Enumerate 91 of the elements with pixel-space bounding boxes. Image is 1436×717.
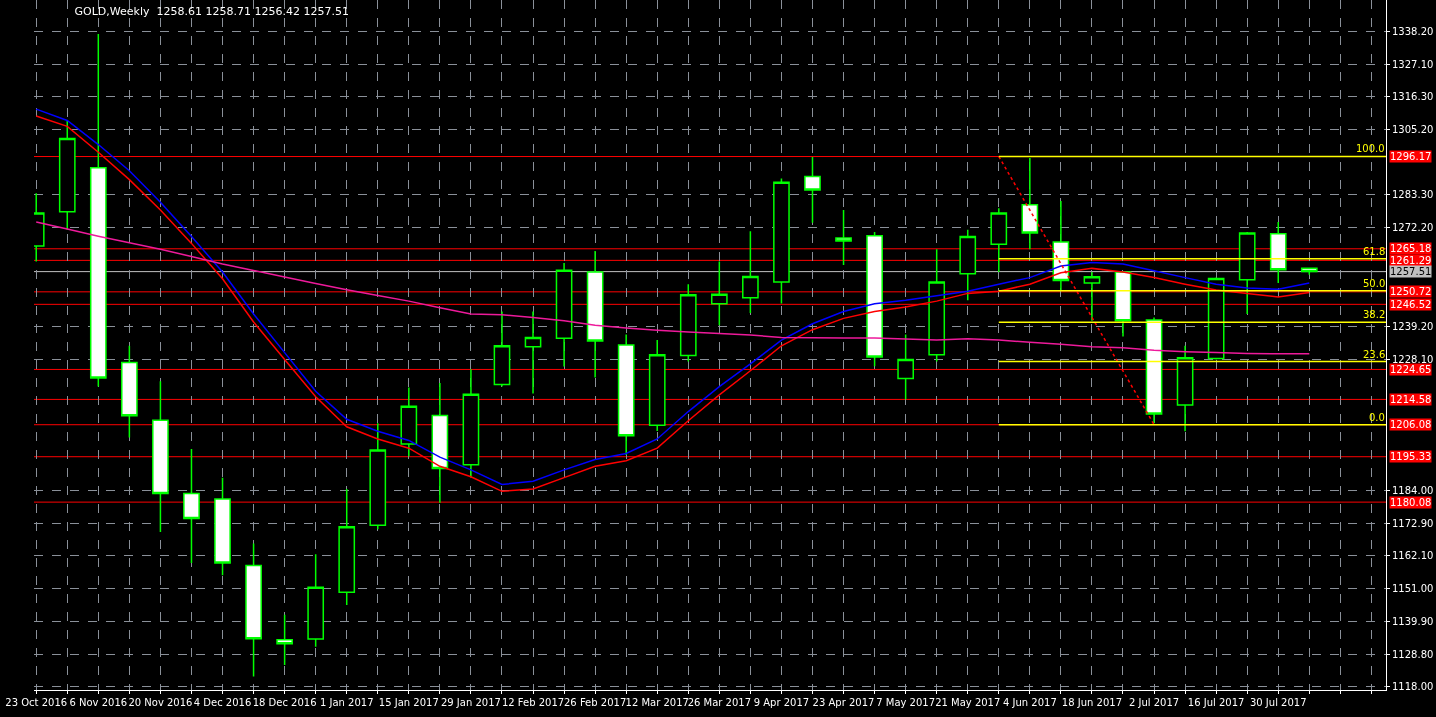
candlestick — [338, 488, 356, 606]
ref-line-label: 1246.52 — [1390, 299, 1432, 310]
candlestick — [214, 476, 231, 577]
x-tick-label: 12 Mar 2017 — [625, 697, 689, 708]
x-tick-label: 6 Nov 2016 — [69, 697, 128, 708]
x-tick-label: 23 Apr 2017 — [812, 697, 875, 708]
candlestick — [1269, 221, 1287, 284]
candlestick — [524, 310, 542, 395]
candlestick — [462, 368, 480, 479]
y-tick-label: 1272.20 — [1392, 222, 1434, 234]
x-tick-label: 4 Dec 2016 — [193, 697, 252, 708]
annotation: 38.2 — [1363, 309, 1386, 320]
candlestick — [1238, 231, 1256, 315]
x-tick-label: 20 Nov 2016 — [128, 697, 193, 708]
candlestick — [1021, 157, 1039, 251]
candlestick — [773, 177, 790, 305]
candlestick — [152, 380, 169, 533]
y-tick-label: 1316.30 — [1392, 91, 1434, 103]
x-tick-label: 26 Feb 2017 — [564, 697, 627, 708]
candlestick — [58, 119, 76, 231]
candlestick — [307, 553, 325, 648]
candlestick — [431, 382, 449, 504]
x-tick-label: 18 Jun 2017 — [1061, 697, 1123, 708]
candlestick — [710, 260, 728, 326]
x-tick-label: 1 Jan 2017 — [319, 697, 374, 708]
y-tick-label: 1139.90 — [1392, 616, 1434, 628]
y-tick-label: 1305.20 — [1392, 124, 1434, 136]
candlestick — [928, 248, 946, 363]
y-tick-label: 1338.20 — [1392, 25, 1434, 37]
y-tick-label: 1184.00 — [1392, 484, 1434, 496]
candlestick — [493, 310, 511, 388]
candlestick — [804, 156, 821, 224]
y-tick-label: 1228.10 — [1392, 353, 1434, 365]
ref-line-label: 1195.33 — [1390, 451, 1432, 462]
annotation: 61.8 — [1363, 246, 1386, 257]
candlestick — [1114, 271, 1132, 338]
candlestick — [1083, 271, 1101, 322]
text: GOLD,Weekly 1258.61 1258.71 1256.42 1257.51 — [74, 4, 349, 18]
candlestick — [555, 262, 573, 368]
candlestick — [648, 339, 666, 432]
candlestick — [742, 230, 759, 314]
candlestick — [835, 209, 852, 266]
y-tick-label: 1239.20 — [1392, 320, 1434, 332]
y-tick-label: 1327.10 — [1392, 58, 1434, 70]
candlestick — [1176, 345, 1194, 432]
x-tick-label: 23 Oct 2016 — [5, 697, 68, 708]
line-series — [35, 221, 1311, 355]
ref-line-label: 1257.51 — [1390, 266, 1432, 277]
candlestick — [276, 614, 293, 666]
x-tick-label: 21 May 2017 — [935, 697, 1001, 708]
x-tick-label: 4 Jun 2017 — [1002, 697, 1057, 708]
annotation: 23.6 — [1363, 349, 1386, 360]
x-tick-label: 15 Jan 2017 — [378, 697, 439, 708]
x-tick-label: 2 Jul 2017 — [1128, 697, 1180, 708]
ref-line-label: 1180.08 — [1390, 497, 1432, 508]
candlestick — [679, 283, 697, 363]
ref-line-label: 1296.17 — [1390, 151, 1432, 162]
candlestick — [990, 207, 1008, 273]
candlestick — [617, 333, 635, 456]
annotation: 50.0 — [1363, 278, 1386, 289]
x-tick-label: 26 Mar 2017 — [687, 697, 752, 708]
candlestick — [245, 542, 262, 678]
y-tick-label: 1118.00 — [1392, 681, 1434, 693]
ref-line-label: 1250.72 — [1390, 286, 1432, 297]
y-tick-label: 1283.30 — [1392, 189, 1434, 201]
candlestick — [369, 422, 387, 530]
candlestick — [866, 231, 883, 368]
y-tick-label: 1172.90 — [1392, 517, 1434, 529]
y-tick-label: 1128.80 — [1392, 649, 1434, 661]
candlestick — [183, 448, 200, 564]
candlestick — [1207, 276, 1225, 361]
x-tick-label: 9 Apr 2017 — [753, 697, 810, 708]
y-tick-label: 1151.00 — [1392, 583, 1434, 595]
candlestick — [897, 333, 914, 401]
x-tick-label: 30 Jul 2017 — [1249, 697, 1307, 708]
x-tick-label: 12 Feb 2017 — [501, 697, 565, 708]
x-tick-label: 29 Jan 2017 — [440, 697, 501, 708]
ref-line-label: 1261.29 — [1390, 255, 1432, 266]
ref-line-label: 1265.18 — [1390, 243, 1432, 254]
candlestick — [400, 386, 418, 457]
candlestick — [959, 228, 977, 301]
ref-line-label: 1214.58 — [1390, 394, 1432, 405]
candlestick — [1145, 316, 1163, 424]
candlestick — [121, 345, 138, 439]
x-tick-label: 16 Jul 2017 — [1187, 697, 1245, 708]
y-tick-label: 1162.10 — [1392, 550, 1434, 562]
candlestick — [586, 250, 604, 379]
ref-line-label: 1206.08 — [1390, 419, 1432, 430]
x-tick-label: 7 May 2017 — [876, 697, 936, 708]
x-tick-label: 18 Dec 2016 — [252, 697, 317, 708]
ref-line-label: 1224.65 — [1390, 364, 1432, 375]
